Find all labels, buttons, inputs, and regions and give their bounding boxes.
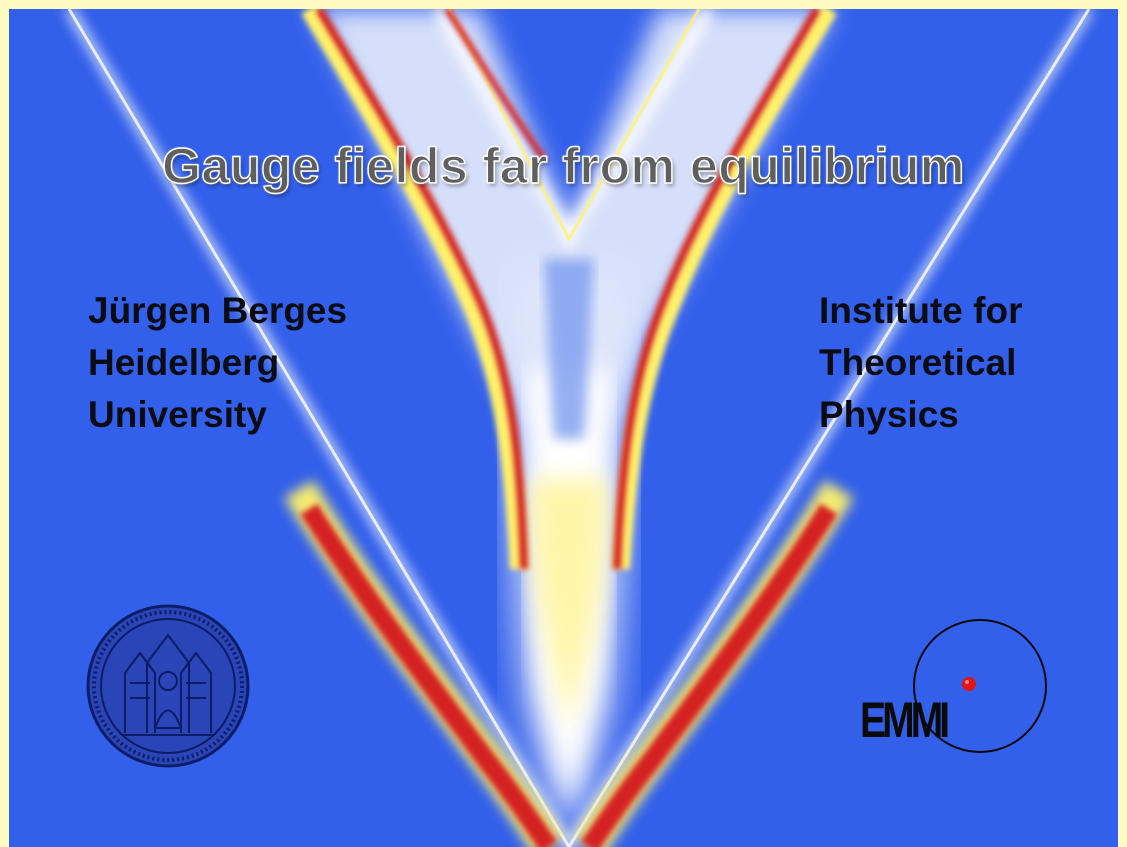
slide-title: Gauge fields far from equilibrium	[161, 137, 965, 194]
author-affiliation-line-2: University	[88, 394, 267, 435]
institute-line-2: Theoretical	[819, 342, 1017, 383]
author-block: Jürgen Berges Heidelberg University	[88, 285, 347, 441]
author-name: Jürgen Berges	[88, 290, 348, 331]
institute-line-1: Institute for	[819, 290, 1023, 331]
gauge-field-background	[64, 9, 1094, 847]
emmi-logo-icon	[913, 619, 1047, 753]
author-affiliation-line-1: Heidelberg	[88, 342, 280, 383]
institute-block: Institute for Theoretical Physics	[819, 285, 1022, 441]
university-seal-icon	[86, 604, 250, 768]
emmi-logo-text: EMMI	[860, 692, 950, 748]
institute-line-3: Physics	[819, 394, 959, 435]
slide: Gauge fields far from equilibrium Jürgen…	[9, 9, 1118, 847]
